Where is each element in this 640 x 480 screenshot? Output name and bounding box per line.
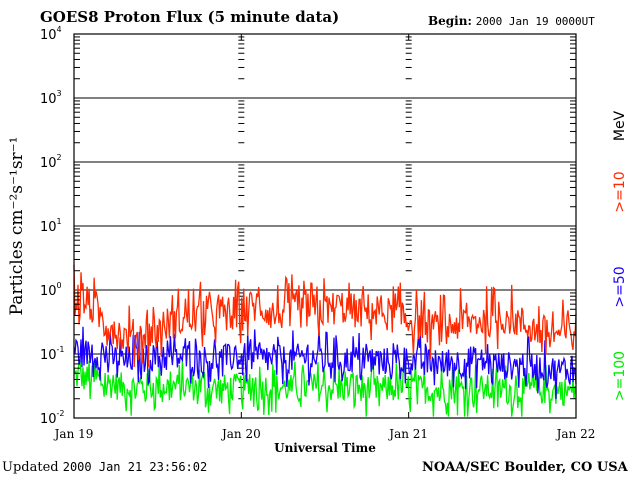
updated-label: Updated: [2, 460, 59, 475]
y-tick-label: 102: [40, 153, 62, 171]
x-tick-label: Jan 22: [555, 427, 596, 441]
y-tick-base: 10: [40, 284, 57, 299]
series-layer: [73, 264, 577, 417]
y-tick-label: 100: [40, 281, 62, 299]
y-tick-label: 101: [40, 217, 62, 235]
begin-value: 2000 Jan 19 0000UT: [475, 15, 595, 28]
plot-frame: [73, 33, 577, 419]
updated-value: 2000 Jan 21 23:56:02: [62, 460, 208, 474]
y-tick-base: 10: [40, 220, 57, 235]
y-tick-exponent: -2: [57, 409, 65, 418]
y-tick-base: 10: [40, 156, 57, 171]
y-tick-label: 104: [40, 25, 62, 43]
legend-ge10: >=10: [612, 171, 628, 212]
y-tick-exponent: 3: [57, 89, 62, 98]
updated-timestamp: Updated 2000 Jan 21 23:56:02: [2, 460, 207, 475]
series-line-ge50: [73, 326, 577, 399]
y-tick-exponent: 0: [57, 281, 62, 290]
x-tick-label: Jan 20: [220, 427, 261, 441]
y-tick-label: 10-2: [40, 409, 65, 427]
y-tick-exponent: 2: [57, 153, 62, 162]
y-tick-exponent: 1: [57, 217, 62, 226]
y-tick-base: 10: [40, 348, 57, 363]
y-tick-base: 10: [40, 92, 57, 107]
series-line-ge10: [73, 264, 577, 368]
y-tick-exponent: -1: [57, 345, 65, 354]
axes: [73, 33, 577, 419]
begin-time: Begin: 2000 Jan 19 0000UT: [428, 14, 595, 28]
x-tick-label: Jan 21: [387, 427, 428, 441]
legend-ge50: >=50: [612, 266, 628, 307]
chart-title: GOES8 Proton Flux (5 minute data): [40, 8, 340, 26]
y-axis-label: Particles cm⁻²s⁻¹sr⁻¹: [7, 137, 27, 316]
x-tick-label: Jan 19: [53, 427, 94, 441]
y-tick-label: 103: [40, 89, 62, 107]
begin-label: Begin:: [428, 14, 472, 28]
legend-unit: MeV: [612, 110, 628, 141]
y-tick-base: 10: [40, 412, 57, 427]
x-axis-label: Universal Time: [274, 441, 376, 455]
credit-text: NOAA/SEC Boulder, CO USA: [422, 460, 628, 475]
y-tick-exponent: 4: [57, 25, 62, 34]
y-tick-base: 10: [40, 28, 57, 43]
legend-ge100: >=100: [612, 351, 628, 401]
y-tick-label: 10-1: [40, 345, 65, 363]
